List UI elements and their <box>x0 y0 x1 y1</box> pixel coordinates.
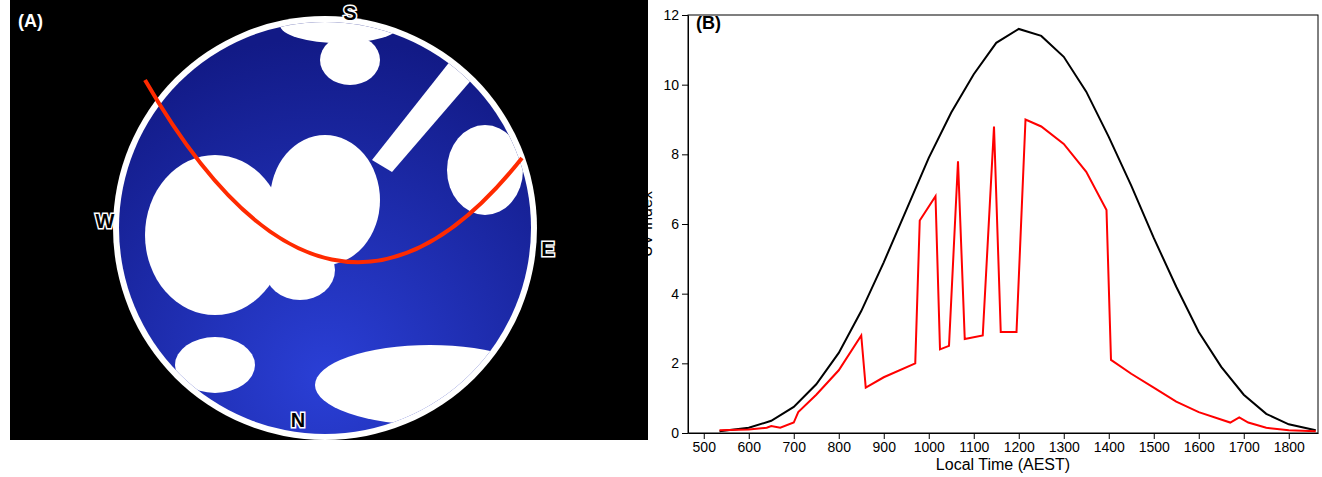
y-axis-title: UV Index <box>638 191 655 257</box>
y-tick-label: 8 <box>671 146 679 162</box>
canopy <box>320 35 380 85</box>
canopy <box>100 390 220 470</box>
x-tick: 1400 <box>1094 433 1125 455</box>
canopy <box>80 25 180 95</box>
x-tick: 1800 <box>1274 433 1305 455</box>
x-tick-label: 1400 <box>1094 439 1125 455</box>
panel-b: 500 600 700 800 900 1000 1100 1200 1300 1400 1500 1… <box>638 7 1319 473</box>
x-tick-label: 500 <box>693 439 717 455</box>
x-tick: 1000 <box>914 433 945 455</box>
x-tick-label: 1100 <box>959 439 989 455</box>
y-tick-label: 10 <box>663 77 679 93</box>
y-tick: 0 <box>671 425 688 441</box>
y-tick-mark <box>682 224 688 225</box>
panel-label: (B) <box>696 13 721 33</box>
compass-label: N <box>291 409 305 431</box>
sun-path <box>145 80 522 262</box>
y-tick-mark <box>682 433 688 434</box>
pole <box>372 55 480 172</box>
y-tick-mark <box>682 363 688 364</box>
y-tick-mark <box>682 85 688 86</box>
series-line <box>720 120 1316 432</box>
x-tick-label: 800 <box>828 439 852 455</box>
x-tick-label: 600 <box>738 439 762 455</box>
y-tick-mark <box>682 294 688 295</box>
y-tick: 10 <box>663 77 688 93</box>
y-tick-label: 12 <box>663 7 679 23</box>
photo-background <box>10 0 648 440</box>
x-tick: 500 <box>693 433 717 455</box>
x-tick: 1100 <box>959 433 989 455</box>
x-tick-label: 1500 <box>1139 439 1170 455</box>
y-tick-label: 6 <box>671 216 679 232</box>
y-tick: 2 <box>671 355 688 371</box>
y-tick-mark <box>682 154 688 155</box>
x-tick-label: 900 <box>873 439 897 455</box>
y-tick: 12 <box>663 7 688 23</box>
y-tick: 4 <box>671 286 688 302</box>
x-tick-label: 1000 <box>914 439 945 455</box>
compass-label: S <box>343 2 356 24</box>
x-tick: 600 <box>738 433 762 455</box>
x-tick: 900 <box>873 433 897 455</box>
panel-a: (A) S W E N <box>10 0 648 470</box>
canopy <box>315 345 545 425</box>
series-line <box>720 29 1316 431</box>
figure: (A) S W E N 500 600 700 800 900 1000 1100 1200 1300 14… <box>0 0 1322 477</box>
y-tick: 8 <box>671 146 688 162</box>
y-tick-mark <box>682 15 688 16</box>
x-tick: 1300 <box>1049 433 1080 455</box>
panel-label: (A) <box>18 11 43 31</box>
canopy <box>540 200 580 320</box>
y-axis: 0 2 4 6 8 10 12 <box>663 7 688 441</box>
x-tick: 800 <box>828 433 852 455</box>
sky <box>80 7 580 470</box>
x-tick: 700 <box>783 433 807 455</box>
compass-label: E <box>541 238 554 260</box>
x-axis: 500 600 700 800 900 1000 1100 1200 1300 1400 1500 1… <box>689 433 1319 455</box>
x-tick-label: 1800 <box>1274 439 1305 455</box>
x-tick-label: 1200 <box>1004 439 1035 455</box>
y-tick-label: 0 <box>671 425 679 441</box>
plot-frame <box>688 15 1318 433</box>
canopy <box>175 337 255 393</box>
x-tick-label: 1700 <box>1229 439 1260 455</box>
x-tick: 1500 <box>1139 433 1170 455</box>
x-tick: 1600 <box>1184 433 1215 455</box>
y-tick-label: 2 <box>671 355 679 371</box>
y-tick: 6 <box>671 216 688 232</box>
x-tick-label: 1300 <box>1049 439 1080 455</box>
compass-label: W <box>96 210 115 232</box>
y-tick-label: 4 <box>671 286 679 302</box>
x-tick: 1700 <box>1229 433 1260 455</box>
x-tick-label: 700 <box>783 439 807 455</box>
x-axis-title: Local Time (AEST) <box>936 456 1070 473</box>
x-tick: 1200 <box>1004 433 1035 455</box>
x-tick-label: 1600 <box>1184 439 1215 455</box>
plot-area <box>720 29 1316 431</box>
